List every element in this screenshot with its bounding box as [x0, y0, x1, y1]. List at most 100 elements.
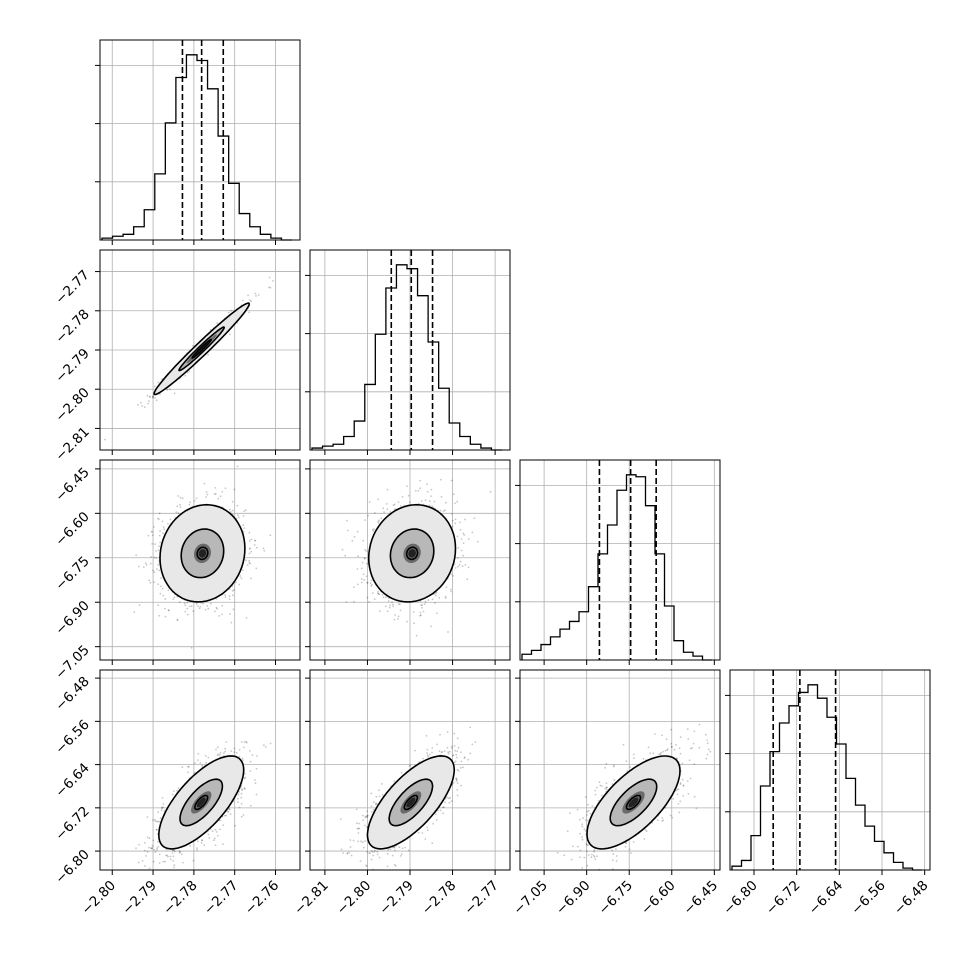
scatter-point — [204, 755, 207, 757]
scatter-point — [224, 487, 227, 490]
scatter-point — [423, 603, 426, 605]
scatter-point — [392, 603, 394, 606]
scatter-point — [205, 761, 208, 764]
scatter-point — [444, 501, 447, 504]
scatter-point — [477, 540, 479, 543]
scatter-point — [195, 497, 198, 500]
scatter-point — [407, 494, 410, 497]
scatter-point — [371, 592, 374, 594]
contour-0 — [191, 338, 212, 359]
scatter-point — [179, 506, 182, 509]
scatter-point — [156, 849, 158, 851]
scatter-point — [167, 609, 170, 612]
scatter-point — [357, 555, 359, 558]
scatter-point — [394, 614, 397, 616]
scatter-point — [378, 610, 381, 613]
scatter-point — [169, 858, 172, 861]
scatter-point — [149, 562, 152, 565]
scatter-point — [248, 552, 251, 555]
scatter-area — [104, 276, 274, 441]
scatter-point — [231, 500, 234, 503]
scatter-point — [409, 501, 411, 503]
scatter-point — [369, 582, 372, 585]
scatter-point — [201, 839, 204, 842]
scatter-point — [233, 589, 235, 591]
scatter-point — [243, 787, 246, 790]
scatter-point — [254, 779, 256, 781]
scatter-point — [453, 761, 456, 764]
contour-2 — [367, 503, 457, 603]
scatter-point — [363, 578, 365, 581]
scatter-point — [188, 765, 190, 768]
scatter-point — [169, 388, 171, 391]
scatter-point — [366, 815, 369, 817]
scatter-point — [428, 504, 431, 507]
scatter-point — [151, 844, 154, 847]
scatter-point — [230, 309, 233, 312]
scatter-point — [460, 538, 463, 540]
scatter-point — [464, 518, 466, 521]
scatter-point — [360, 578, 363, 580]
y-tick-label: −7.05 — [52, 642, 93, 683]
scatter-point — [175, 511, 178, 514]
y-tick-label: −6.56 — [52, 717, 93, 758]
scatter-point — [447, 751, 449, 753]
scatter-point — [226, 810, 229, 812]
scatter-point — [459, 529, 462, 531]
scatter-point — [372, 808, 375, 811]
scatter-point — [146, 394, 149, 397]
scatter-point — [158, 569, 161, 572]
scatter-point — [391, 601, 393, 604]
scatter-point — [248, 750, 251, 752]
scatter-point — [183, 602, 186, 605]
grid — [100, 40, 300, 240]
scatter-point — [135, 847, 137, 850]
scatter-point — [399, 505, 402, 507]
scatter-point — [211, 830, 214, 833]
scatter-point — [156, 841, 159, 843]
scatter-point — [228, 595, 231, 598]
scatter-point — [230, 750, 233, 752]
scatter-point — [361, 561, 364, 564]
scatter-point — [171, 793, 174, 796]
scatter-point — [235, 581, 238, 584]
scatter-point — [242, 530, 245, 533]
scatter-point — [176, 789, 179, 792]
scatter-point — [161, 520, 164, 523]
scatter-point — [184, 604, 187, 606]
scatter-point — [372, 530, 375, 532]
scatter-point — [269, 742, 272, 745]
scatter-point — [172, 598, 175, 600]
scatter-point — [459, 560, 462, 563]
scatter-point — [377, 521, 380, 524]
scatter-point — [454, 502, 456, 505]
scatter-point — [454, 522, 457, 525]
scatter-point — [228, 508, 231, 511]
scatter-point — [152, 860, 155, 863]
scatter-point — [147, 402, 149, 405]
scatter-point — [167, 522, 169, 525]
scatter-point — [255, 767, 258, 770]
scatter-point — [195, 603, 198, 605]
scatter-point — [456, 557, 459, 559]
scatter-point — [224, 750, 227, 753]
scatter-point — [419, 611, 422, 614]
scatter-point — [236, 504, 239, 507]
scatter-point — [419, 614, 421, 617]
grid — [310, 250, 510, 450]
contour-2 — [159, 503, 246, 603]
scatter-point — [133, 611, 136, 613]
scatter-point — [248, 531, 251, 534]
scatter-point — [164, 607, 166, 610]
scatter-point — [217, 834, 219, 837]
scatter-point — [159, 541, 162, 544]
scatter-point — [377, 593, 380, 595]
scatter-point — [268, 286, 270, 289]
scatter-point — [245, 617, 248, 619]
y-tick-label: −6.60 — [52, 509, 93, 550]
panel-frame — [99, 669, 301, 871]
scatter-point — [197, 752, 200, 755]
scatter-point — [143, 849, 146, 852]
scatter-point — [427, 599, 430, 601]
scatter-point — [162, 803, 165, 805]
